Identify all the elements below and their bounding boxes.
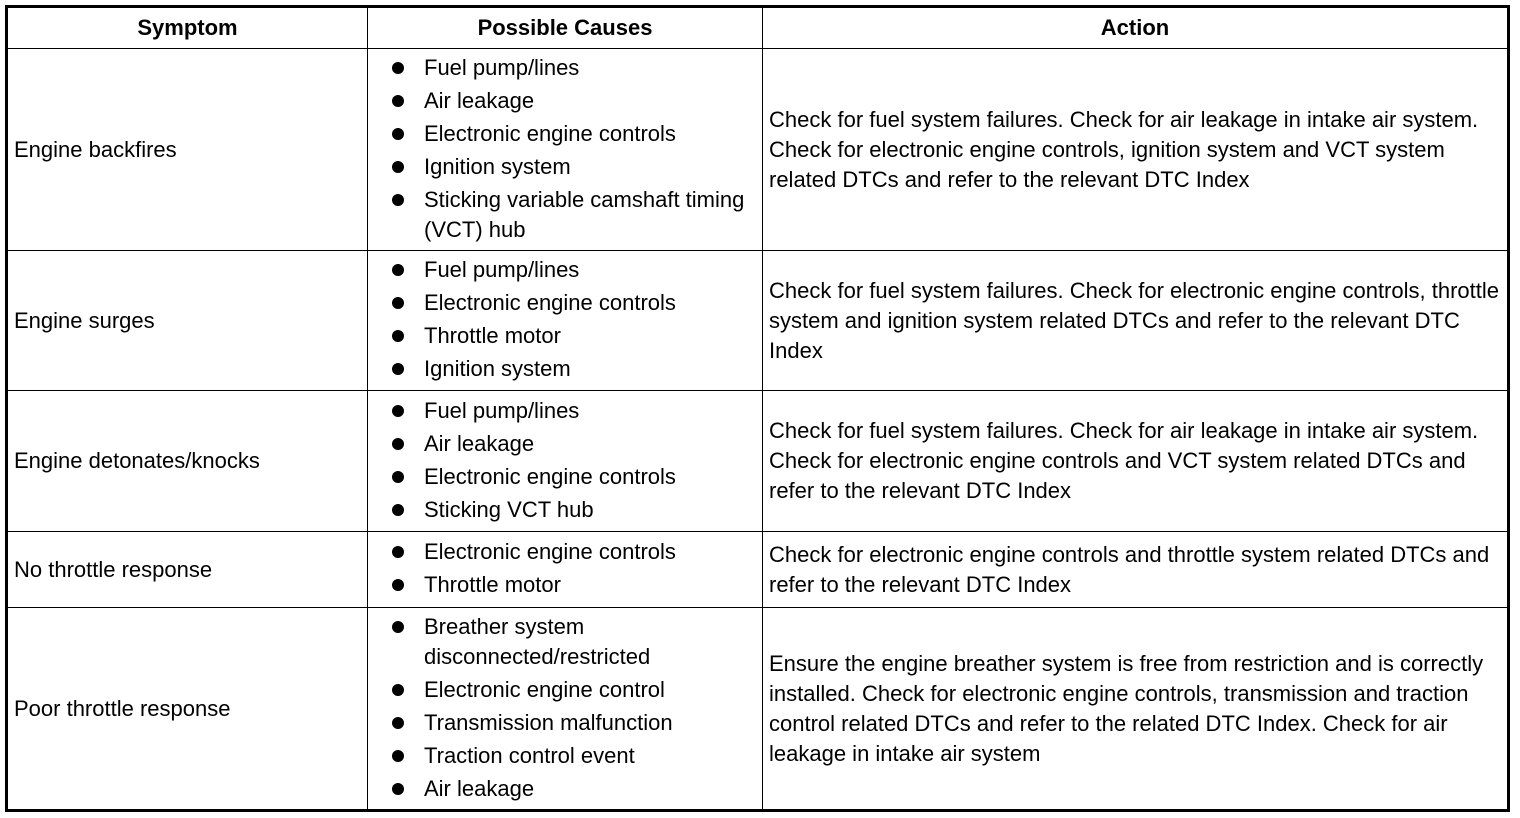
symptom-cell: No throttle response bbox=[6, 531, 368, 608]
action-cell: Check for fuel system failures. Check fo… bbox=[762, 48, 1509, 251]
cause-item: Breather system disconnected/restricted bbox=[392, 612, 762, 672]
bullet-icon bbox=[392, 579, 404, 591]
cause-item: Ignition system bbox=[392, 152, 762, 182]
cause-item: Throttle motor bbox=[392, 570, 762, 600]
cause-text: Sticking VCT hub bbox=[424, 496, 594, 522]
causes-list: Fuel pump/lines Electronic engine control… bbox=[368, 255, 762, 384]
causes-list: Electronic engine controls Throttle motor bbox=[368, 537, 762, 600]
cause-text: Ignition system bbox=[424, 153, 571, 179]
bullet-icon bbox=[392, 470, 404, 483]
bullet-icon bbox=[392, 127, 404, 140]
cause-text: Fuel pump/lines bbox=[424, 54, 580, 80]
bullet-icon bbox=[392, 61, 404, 74]
action-cell: Check for fuel system failures. Check fo… bbox=[762, 390, 1509, 532]
bullet-icon bbox=[392, 363, 404, 375]
causes-cell: Electronic engine controls Throttle motor bbox=[367, 531, 763, 608]
table-row: Engine backfires Fuel pump/lines Air leaka… bbox=[6, 48, 1509, 251]
action-cell: Check for electronic engine controls and… bbox=[762, 531, 1509, 608]
bullet-icon bbox=[392, 193, 404, 206]
bullet-icon bbox=[392, 160, 404, 173]
cause-item: Electronic engine controls bbox=[392, 119, 762, 149]
cause-text: Electronic engine controls bbox=[424, 463, 676, 489]
cause-item: Electronic engine control bbox=[392, 675, 762, 705]
bullet-icon bbox=[392, 620, 404, 633]
cause-text: Ignition system bbox=[424, 356, 571, 381]
cause-text: Sticking variable camshaft timing (VCT) … bbox=[424, 186, 745, 242]
action-cell: Check for fuel system failures. Check fo… bbox=[762, 250, 1509, 391]
table-row: Poor throttle response Breather system di… bbox=[6, 607, 1509, 811]
cause-text: Electronic engine control bbox=[424, 676, 665, 702]
causes-list: Fuel pump/lines Air leakage Electronic eng… bbox=[368, 53, 762, 245]
cause-text: Throttle motor bbox=[424, 572, 561, 597]
header-causes: Possible Causes bbox=[367, 6, 763, 49]
table-row: Engine surges Fuel pump/lines Electronic e… bbox=[6, 250, 1509, 391]
cause-text: Transmission malfunction bbox=[424, 709, 673, 735]
cause-item: Electronic engine controls bbox=[392, 537, 762, 567]
causes-list: Breather system disconnected/restricted E… bbox=[368, 612, 762, 804]
cause-text: Traction control event bbox=[424, 742, 635, 768]
table-row: No throttle response Electronic engine co… bbox=[6, 531, 1509, 608]
cause-item: Air leakage bbox=[392, 429, 762, 459]
table-row: Engine detonates/knocks Fuel pump/lines Ai… bbox=[6, 390, 1509, 532]
causes-cell: Fuel pump/lines Electronic engine control… bbox=[367, 250, 763, 391]
bullet-icon bbox=[392, 297, 404, 309]
causes-list: Fuel pump/lines Air leakage Electronic eng… bbox=[368, 396, 762, 525]
cause-text: Fuel pump/lines bbox=[424, 257, 580, 282]
header-row: Symptom Possible Causes Action bbox=[6, 6, 1509, 49]
cause-text: Air leakage bbox=[424, 430, 535, 456]
cause-item: Transmission malfunction bbox=[392, 708, 762, 738]
causes-cell: Fuel pump/lines Air leakage Electronic eng… bbox=[367, 48, 763, 251]
bullet-icon bbox=[392, 749, 404, 762]
causes-cell: Breather system disconnected/restricted E… bbox=[367, 607, 763, 811]
action-cell: Ensure the engine breather system is fre… bbox=[762, 607, 1509, 811]
cause-text: Throttle motor bbox=[424, 323, 561, 348]
cause-item: Fuel pump/lines bbox=[392, 396, 762, 426]
bullet-icon bbox=[392, 782, 404, 795]
bullet-icon bbox=[392, 330, 404, 342]
cause-item: Sticking VCT hub bbox=[392, 495, 762, 525]
bullet-icon bbox=[392, 437, 404, 450]
cause-text: Breather system disconnected/restricted bbox=[424, 613, 651, 669]
cause-text: Fuel pump/lines bbox=[424, 397, 580, 423]
symptom-cell: Engine detonates/knocks bbox=[6, 390, 368, 532]
cause-item: Air leakage bbox=[392, 774, 762, 804]
header-action: Action bbox=[762, 6, 1509, 49]
bullet-icon bbox=[392, 404, 404, 417]
cause-item: Air leakage bbox=[392, 86, 762, 116]
cause-text: Electronic engine controls bbox=[424, 120, 676, 146]
cause-item: Throttle motor bbox=[392, 321, 762, 351]
header-symptom: Symptom bbox=[6, 6, 368, 49]
symptom-cell: Engine surges bbox=[6, 250, 368, 391]
symptom-table: Symptom Possible Causes Action Engine ba… bbox=[5, 5, 1510, 812]
cause-text: Air leakage bbox=[424, 87, 535, 113]
cause-text: Air leakage bbox=[424, 775, 535, 801]
cause-text: Electronic engine controls bbox=[424, 539, 676, 564]
bullet-icon bbox=[392, 546, 404, 558]
cause-item: Fuel pump/lines bbox=[392, 255, 762, 285]
bullet-icon bbox=[392, 503, 404, 516]
bullet-icon bbox=[392, 264, 404, 276]
cause-item: Electronic engine controls bbox=[392, 462, 762, 492]
cause-text: Electronic engine controls bbox=[424, 290, 676, 315]
symptom-cell: Poor throttle response bbox=[6, 607, 368, 811]
cause-item: Traction control event bbox=[392, 741, 762, 771]
bullet-icon bbox=[392, 683, 404, 696]
cause-item: Ignition system bbox=[392, 354, 762, 384]
causes-cell: Fuel pump/lines Air leakage Electronic eng… bbox=[367, 390, 763, 532]
bullet-icon bbox=[392, 94, 404, 107]
bullet-icon bbox=[392, 716, 404, 729]
cause-item: Electronic engine controls bbox=[392, 288, 762, 318]
cause-item: Fuel pump/lines bbox=[392, 53, 762, 83]
symptom-cell: Engine backfires bbox=[6, 48, 368, 251]
cause-item: Sticking variable camshaft timing (VCT) … bbox=[392, 185, 762, 245]
